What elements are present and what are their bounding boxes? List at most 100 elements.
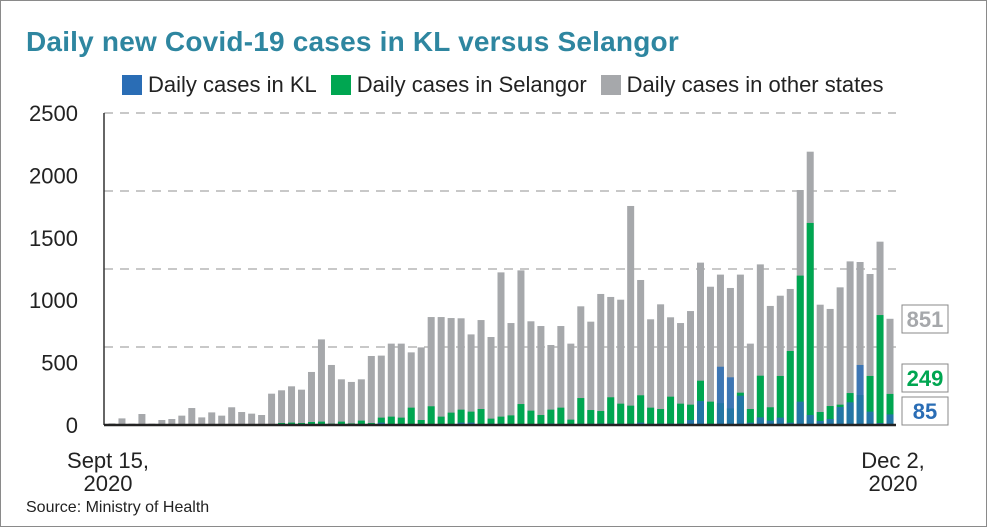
bar-kl xyxy=(776,417,784,425)
bar-kl xyxy=(796,401,804,425)
bar-selangor xyxy=(427,406,435,425)
bar-other xyxy=(736,274,744,425)
bar-kl xyxy=(726,377,734,425)
bar-selangor xyxy=(407,407,415,425)
legend: Daily cases in KL Daily cases in Selango… xyxy=(122,72,883,98)
y-tick-label: 500 xyxy=(41,351,78,376)
bar-selangor xyxy=(687,404,695,425)
bar-selangor xyxy=(677,403,685,425)
bar-selangor xyxy=(507,415,515,425)
bar-kl xyxy=(696,401,704,425)
bar-selangor xyxy=(776,375,784,425)
bar-other xyxy=(527,321,535,425)
bar-other xyxy=(746,343,754,425)
bar-other xyxy=(347,381,355,425)
bar-selangor xyxy=(597,411,605,425)
bar-other xyxy=(477,320,485,425)
annotation-box xyxy=(901,363,949,393)
bar-other xyxy=(238,412,246,425)
annotation-value: 85 xyxy=(913,399,937,424)
bar-selangor xyxy=(307,422,315,425)
bar-other xyxy=(357,379,365,425)
bar-selangor xyxy=(796,275,804,425)
bar-other xyxy=(826,308,834,425)
bar-selangor xyxy=(477,409,485,425)
bar-selangor xyxy=(467,411,475,425)
bar-other xyxy=(327,364,335,425)
bar-kl xyxy=(856,364,864,425)
bar-other xyxy=(188,408,196,425)
bar-selangor xyxy=(377,417,385,425)
bar-selangor xyxy=(706,401,714,425)
bar-selangor xyxy=(417,420,425,425)
bar-other xyxy=(218,415,226,425)
bar-selangor xyxy=(577,398,585,425)
x-tick-label: 2020 xyxy=(84,471,133,496)
bar-selangor xyxy=(567,419,575,425)
y-tick-label: 2000 xyxy=(29,163,78,188)
bar-selangor xyxy=(627,405,635,425)
x-tick-label: Dec 2, xyxy=(861,448,925,473)
bar-other xyxy=(118,418,126,425)
bar-other xyxy=(317,339,325,425)
x-tick-label: Sept 15, xyxy=(67,448,149,473)
bar-other xyxy=(387,343,395,425)
bar-other xyxy=(866,273,874,425)
bar-selangor xyxy=(866,375,874,425)
bar-selangor xyxy=(637,395,645,425)
bar-selangor xyxy=(816,412,824,425)
bar-selangor xyxy=(746,409,754,425)
bar-other xyxy=(288,386,296,425)
bar-other xyxy=(816,304,824,425)
bar-other xyxy=(557,326,565,425)
bar-other xyxy=(198,417,206,425)
bar-selangor xyxy=(317,421,325,425)
bar-other xyxy=(228,407,236,425)
bar-selangor xyxy=(756,375,764,425)
x-tick-label: 2020 xyxy=(869,471,918,496)
bar-selangor xyxy=(657,409,665,425)
bar-other xyxy=(208,412,216,425)
bar-other xyxy=(337,379,345,425)
bar-other xyxy=(627,205,635,425)
bar-selangor xyxy=(437,416,445,425)
bar-other xyxy=(856,262,864,425)
bar-other xyxy=(507,323,515,425)
legend-swatch-other xyxy=(600,75,621,95)
chart-title: Daily new Covid-19 cases in KL versus Se… xyxy=(26,26,679,57)
bar-other xyxy=(696,262,704,425)
bar-other xyxy=(307,371,315,425)
bar-other xyxy=(397,343,405,425)
bar-other xyxy=(278,390,286,425)
legend-swatch-selangor xyxy=(330,75,351,95)
legend-item-kl: Daily cases in KL xyxy=(122,72,317,98)
bar-other xyxy=(407,352,415,425)
legend-swatch-kl xyxy=(122,75,142,95)
bar-selangor xyxy=(886,393,894,425)
bar-selangor xyxy=(607,397,615,425)
bar-other xyxy=(667,317,675,425)
bar-selangor xyxy=(447,412,455,425)
annotation-box xyxy=(901,396,949,426)
bar-selangor xyxy=(337,421,345,425)
bar-other xyxy=(716,274,724,425)
bar-other xyxy=(547,345,555,425)
bar-other xyxy=(537,326,545,425)
bar-other xyxy=(427,317,435,425)
bar-other xyxy=(178,415,186,425)
bar-other xyxy=(467,334,475,425)
bar-selangor xyxy=(557,407,565,425)
source-note: Source: Ministry of Health xyxy=(26,499,210,516)
bar-kl xyxy=(816,421,824,425)
bar-selangor xyxy=(397,417,405,425)
bar-selangor xyxy=(387,416,395,425)
legend-label: Daily cases in Selangor xyxy=(356,72,587,97)
bar-selangor xyxy=(876,315,884,425)
bar-selangor xyxy=(487,418,495,425)
bar-kl xyxy=(756,417,764,425)
bar-other xyxy=(577,306,585,425)
bar-kl xyxy=(806,415,814,425)
annotation-box xyxy=(901,304,949,334)
bar-selangor xyxy=(617,403,625,425)
